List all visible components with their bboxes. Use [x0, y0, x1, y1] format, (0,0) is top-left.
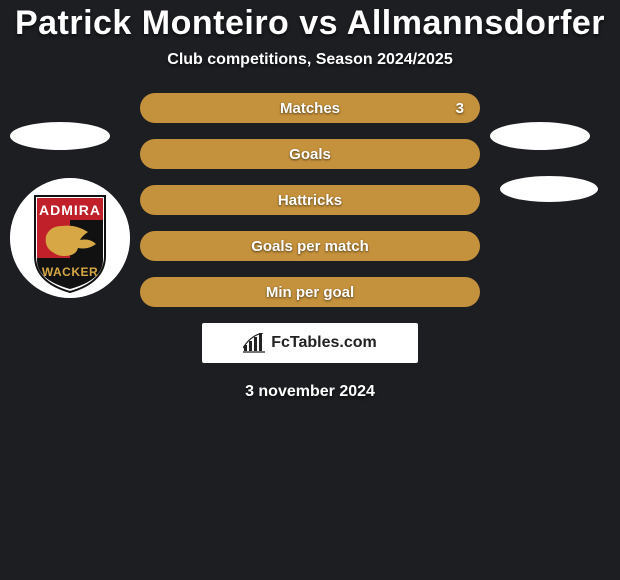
- generated-date: 3 november 2024: [0, 383, 620, 401]
- stat-bar-goals: Goals: [140, 139, 480, 169]
- brand-text: FcTables.com: [271, 334, 377, 352]
- admira-wacker-crest-icon: ADMIRA WACKER: [10, 178, 130, 298]
- club-right-logo-placeholder: [500, 176, 598, 202]
- comparison-card: Patrick Monteiro vs Allmannsdorfer Club …: [0, 0, 620, 580]
- stat-label: Min per goal: [266, 284, 354, 301]
- stat-label: Matches: [280, 100, 340, 117]
- svg-text:ADMIRA: ADMIRA: [39, 202, 101, 218]
- stat-bar-hattricks: Hattricks: [140, 185, 480, 215]
- page-title: Patrick Monteiro vs Allmannsdorfer: [0, 4, 620, 43]
- stat-bar-min-per-goal: Min per goal: [140, 277, 480, 307]
- stat-value: 3: [456, 100, 464, 117]
- stat-label: Goals per match: [251, 238, 369, 255]
- stat-label: Hattricks: [278, 192, 342, 209]
- stat-label: Goals: [289, 146, 331, 163]
- stat-bar-goals-per-match: Goals per match: [140, 231, 480, 261]
- bar-chart-icon: [243, 333, 265, 353]
- club-left-logo: ADMIRA WACKER: [10, 178, 130, 298]
- player-left-photo-placeholder: [10, 122, 110, 150]
- season-subtitle: Club competitions, Season 2024/2025: [0, 51, 620, 69]
- stat-bar-matches: Matches 3: [140, 93, 480, 123]
- brand-box: FcTables.com: [202, 323, 418, 363]
- stat-bars: Matches 3 Goals Hattricks Goals per matc…: [140, 93, 480, 307]
- player-right-photo-placeholder: [490, 122, 590, 150]
- svg-text:WACKER: WACKER: [42, 265, 98, 279]
